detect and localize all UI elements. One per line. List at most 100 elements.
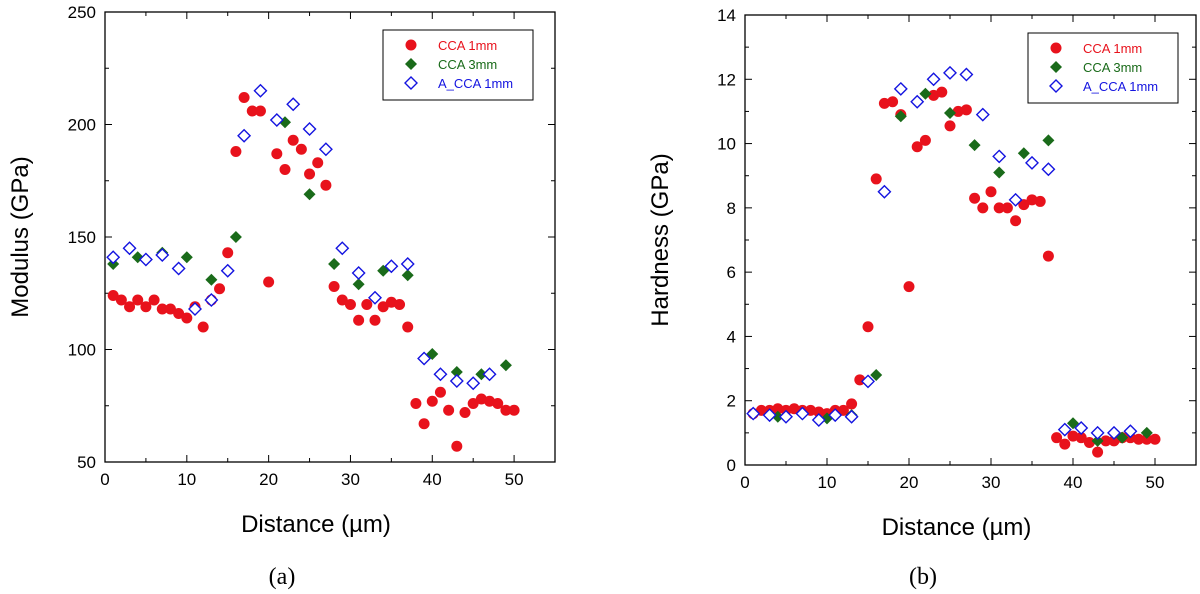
panel-a-y-axis-title: Modulus (GPa) xyxy=(7,156,34,317)
panel-a-point-cca-1mm xyxy=(500,404,512,416)
panel-a-point-a-cca-1mm xyxy=(449,374,464,388)
panel-b-point-cca-3mm xyxy=(1042,134,1055,147)
panel-b-x-tick-label: 50 xyxy=(1146,473,1165,492)
panel-b-point-cca-1mm xyxy=(862,321,874,333)
panel-a-point-a-cca-1mm xyxy=(318,142,333,157)
panel-a-point-a-cca-1mm xyxy=(368,290,382,305)
panel-a-point-cca-1mm xyxy=(295,143,307,155)
panel-b-point-a-cca-1mm xyxy=(943,65,957,80)
panel-b-point-a-cca-1mm xyxy=(762,408,777,423)
panel-a-point-cca-1mm xyxy=(279,164,291,175)
panel-b-y-tick-label: 12 xyxy=(717,70,736,89)
panel-a-legend-marker-cca-3mm xyxy=(405,58,417,70)
panel-a-point-cca-1mm xyxy=(361,299,373,310)
panel-b-x-tick-label: 40 xyxy=(1064,473,1083,492)
panel-a-series-cca-3mm xyxy=(107,116,512,381)
panel-a-point-a-cca-1mm xyxy=(237,128,252,143)
panel-b-point-cca-1mm xyxy=(1051,432,1063,444)
panel-b-point-cca-1mm xyxy=(1133,433,1145,445)
panel-a-point-cca-1mm xyxy=(312,157,324,169)
panel-a-point-cca-1mm xyxy=(222,247,234,259)
panel-a-point-cca-3mm xyxy=(401,269,414,282)
panel-a-point-cca-1mm xyxy=(410,398,422,409)
panel-b-point-cca-3mm xyxy=(1091,434,1104,447)
panel-b-y-tick-label: 0 xyxy=(727,456,736,475)
panel-b-point-cca-1mm xyxy=(1042,250,1054,262)
panel-a-point-cca-1mm xyxy=(402,321,414,333)
panel-a-point-a-cca-1mm xyxy=(253,83,268,98)
panel-b-x-axis-title: Distance (µm) xyxy=(882,514,1032,541)
panel-a-x-tick-label: 20 xyxy=(259,470,278,489)
panel-b-point-cca-1mm xyxy=(1141,433,1153,445)
panel-b-point-cca-1mm xyxy=(960,104,972,116)
panel-b-y-axis-title: Hardness (GPa) xyxy=(647,153,674,326)
panel-a-x-tick-label: 0 xyxy=(100,470,109,489)
panel-a-point-cca-1mm xyxy=(124,301,136,313)
panel-a-point-cca-3mm xyxy=(475,368,488,381)
panel-b-point-cca-1mm xyxy=(1083,437,1095,448)
panel-a-y-tick-label: 200 xyxy=(68,116,96,135)
panel-b-point-a-cca-1mm xyxy=(975,107,990,122)
panel-b-point-cca-3mm xyxy=(1140,426,1153,439)
panel-b-point-a-cca-1mm xyxy=(861,374,875,389)
panel-a-point-cca-1mm xyxy=(271,148,283,160)
panel-b-point-cca-1mm xyxy=(846,398,858,410)
panel-a-point-a-cca-1mm xyxy=(286,97,301,112)
panel-a-point-cca-1mm xyxy=(156,303,168,315)
panel-b-point-cca-1mm xyxy=(944,120,956,132)
panel-a-y-tick-label: 150 xyxy=(68,228,96,247)
panel-b-point-cca-1mm xyxy=(1034,195,1046,207)
panel-b-point-a-cca-1mm xyxy=(992,149,1007,164)
panel-b-series-cca-3mm xyxy=(747,87,1153,447)
panel-b-point-cca-1mm xyxy=(772,403,784,415)
panel-b-y-tick-label: 2 xyxy=(727,392,736,411)
panel-b-x-tick-label: 20 xyxy=(900,473,919,492)
panel-a-point-cca-1mm xyxy=(492,398,504,409)
panel-a-point-cca-3mm xyxy=(205,273,218,286)
panel-a-point-cca-1mm xyxy=(320,179,332,191)
panel-a-point-a-cca-1mm xyxy=(155,248,170,262)
panel-b-legend: CCA 1mm CCA 3mm A_CCA 1mm xyxy=(1027,32,1179,104)
panel-b-point-a-cca-1mm xyxy=(1008,192,1023,207)
panel-b-point-a-cca-1mm xyxy=(828,408,843,423)
panel-a-x-axis-title: Distance (µm) xyxy=(241,511,391,538)
panel-a-point-cca-1mm xyxy=(287,134,299,146)
panel-a-point-cca-1mm xyxy=(132,294,144,306)
panel-a-point-cca-1mm xyxy=(238,92,250,103)
panel-b-point-cca-1mm xyxy=(911,141,923,153)
panel-b-y-tick-label: 10 xyxy=(717,135,736,154)
panel-a-point-cca-1mm xyxy=(148,294,160,306)
panel-b-y-tick-label: 14 xyxy=(717,6,736,25)
panel-a-point-cca-1mm xyxy=(214,283,226,295)
panel-b-legend-marker-cca-1mm xyxy=(1050,42,1062,54)
panel-a-point-a-cca-1mm xyxy=(417,351,432,366)
panel-a-legend-label-a-cca-1mm: A_CCA 1mm xyxy=(438,76,513,91)
panel-b-legend-label-cca-1mm: CCA 1mm xyxy=(1083,41,1142,56)
panel-b-y-tick-label: 6 xyxy=(727,263,736,282)
panel-b-point-cca-3mm xyxy=(1017,147,1030,160)
panel-b-point-cca-3mm xyxy=(944,107,956,120)
panel-a-y-tick-label: 250 xyxy=(68,3,96,22)
panel-b-legend-label-a-cca-1mm: A_CCA 1mm xyxy=(1083,79,1158,94)
panel-a-point-a-cca-1mm xyxy=(433,367,448,382)
panel-b-point-a-cca-1mm xyxy=(877,184,892,199)
panel-a-point-cca-1mm xyxy=(426,395,438,407)
panel-b-point-cca-1mm xyxy=(1100,435,1112,447)
panel-b-point-cca-3mm xyxy=(894,110,907,123)
panel-a-point-cca-1mm xyxy=(394,299,406,310)
panel-b-point-cca-1mm xyxy=(813,406,825,418)
panel-a-point-cca-1mm xyxy=(230,146,242,157)
panel-a-legend-label-cca-3mm: CCA 3mm xyxy=(438,57,497,72)
panel-a-point-cca-1mm xyxy=(254,105,266,117)
panel-a-legend-label-cca-1mm: CCA 1mm xyxy=(438,38,497,53)
panel-a-point-cca-1mm xyxy=(434,386,446,398)
panel-b-point-a-cca-1mm xyxy=(811,413,826,427)
panel-b-point-a-cca-1mm xyxy=(910,94,925,109)
panel-b-point-cca-1mm xyxy=(1026,194,1038,206)
panel-a-point-cca-1mm xyxy=(140,301,152,313)
panel-a-point-cca-1mm xyxy=(508,404,520,416)
panel-a-point-cca-1mm xyxy=(164,303,176,315)
panel-b-point-cca-3mm xyxy=(993,166,1006,179)
